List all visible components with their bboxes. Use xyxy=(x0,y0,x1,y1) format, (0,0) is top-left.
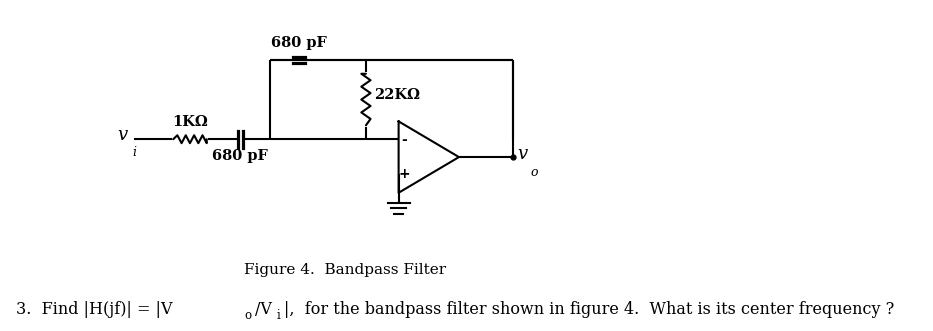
Text: +: + xyxy=(398,167,411,181)
Text: o: o xyxy=(530,166,537,179)
Text: o: o xyxy=(244,309,252,322)
Text: 1KΩ: 1KΩ xyxy=(172,115,208,129)
Text: 22KΩ: 22KΩ xyxy=(374,88,420,102)
Text: 680 pF: 680 pF xyxy=(271,36,327,50)
Text: i: i xyxy=(132,146,136,159)
Text: v: v xyxy=(117,126,127,144)
Text: -: - xyxy=(401,133,408,147)
Text: 680 pF: 680 pF xyxy=(213,149,268,163)
Text: Figure 4.  Bandpass Filter: Figure 4. Bandpass Filter xyxy=(244,263,446,277)
Text: /V: /V xyxy=(256,301,272,318)
Text: i: i xyxy=(276,309,280,322)
Text: 3.  Find |H(jf)| = |V: 3. Find |H(jf)| = |V xyxy=(17,301,173,318)
Text: v: v xyxy=(518,145,528,163)
Text: |,  for the bandpass filter shown in figure 4.  What is its center frequency ?: |, for the bandpass filter shown in figu… xyxy=(284,301,894,318)
